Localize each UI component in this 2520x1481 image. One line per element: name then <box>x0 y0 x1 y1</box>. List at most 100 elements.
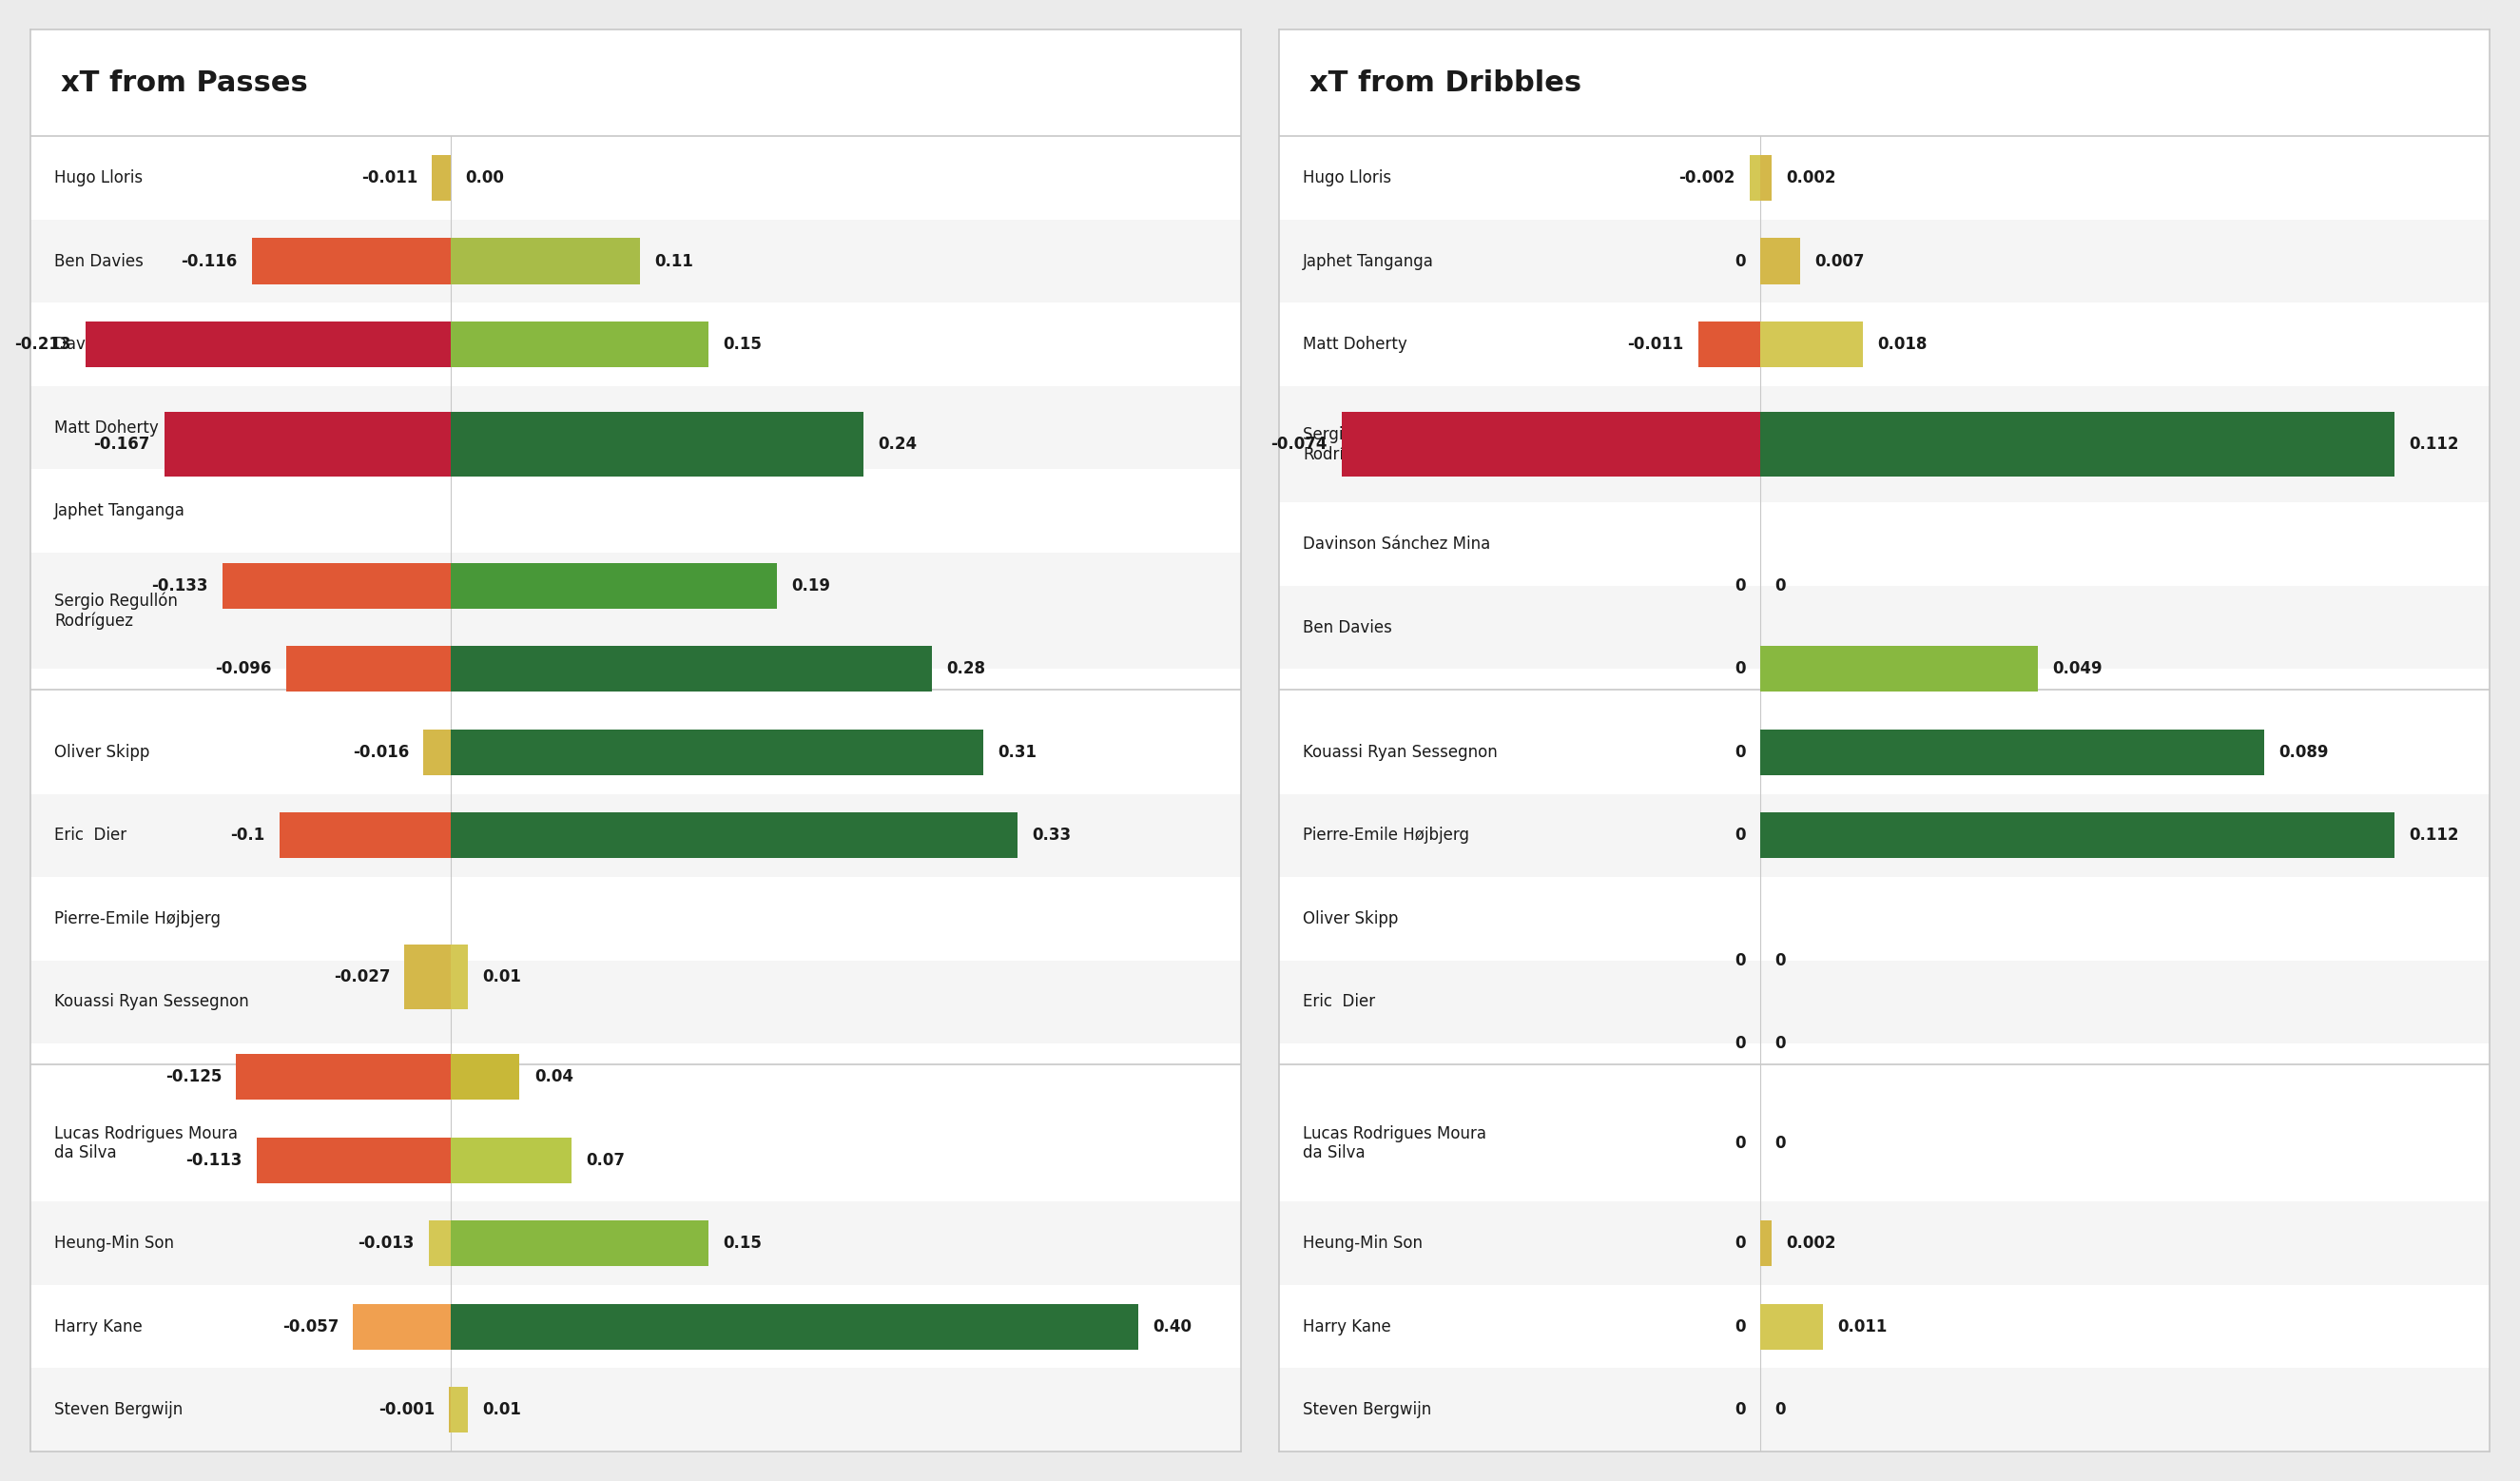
Text: 0: 0 <box>1736 952 1746 969</box>
FancyBboxPatch shape <box>1278 1201 2490 1286</box>
Text: -0.167: -0.167 <box>93 435 149 453</box>
FancyBboxPatch shape <box>30 711 1240 794</box>
Text: xT from Dribbles: xT from Dribbles <box>1310 70 1580 96</box>
Text: 0: 0 <box>1736 578 1746 594</box>
Text: xT from Passes: xT from Passes <box>60 70 307 96</box>
Text: 0.002: 0.002 <box>1787 1235 1837 1251</box>
Text: Lucas Rodrigues Moura
da Silva: Lucas Rodrigues Moura da Silva <box>1303 1126 1487 1163</box>
FancyBboxPatch shape <box>1278 387 2490 502</box>
Text: 0.011: 0.011 <box>1837 1318 1887 1334</box>
Text: Eric  Dier: Eric Dier <box>55 826 126 844</box>
FancyBboxPatch shape <box>1761 813 2394 859</box>
Text: Hugo Lloris: Hugo Lloris <box>55 169 144 187</box>
Text: 0.11: 0.11 <box>655 253 693 270</box>
FancyBboxPatch shape <box>30 219 1240 302</box>
FancyBboxPatch shape <box>257 1137 451 1183</box>
Text: Lucas Rodrigues Moura
da Silva: Lucas Rodrigues Moura da Silva <box>55 1126 237 1163</box>
Text: 0: 0 <box>1774 578 1787 594</box>
Text: 0.049: 0.049 <box>2054 661 2102 677</box>
Text: Steven Bergwijn: Steven Bergwijn <box>55 1401 184 1419</box>
FancyBboxPatch shape <box>222 563 451 609</box>
Text: 0: 0 <box>1736 661 1746 677</box>
Text: Oliver Skipp: Oliver Skipp <box>1303 911 1399 927</box>
Text: Heung-Min Son: Heung-Min Son <box>1303 1235 1424 1251</box>
Text: 0: 0 <box>1774 1134 1787 1152</box>
FancyBboxPatch shape <box>30 1086 1240 1201</box>
FancyBboxPatch shape <box>1761 729 2265 775</box>
FancyBboxPatch shape <box>30 960 1240 1044</box>
FancyBboxPatch shape <box>30 302 1240 387</box>
Text: Japhet Tanganga: Japhet Tanganga <box>55 502 186 520</box>
FancyBboxPatch shape <box>164 412 451 477</box>
FancyBboxPatch shape <box>1278 1086 2490 1201</box>
Text: Pierre-Emile Højbjerg: Pierre-Emile Højbjerg <box>55 911 222 927</box>
Text: 0.112: 0.112 <box>2409 435 2460 453</box>
FancyBboxPatch shape <box>1761 238 1799 284</box>
FancyBboxPatch shape <box>353 1303 451 1349</box>
FancyBboxPatch shape <box>451 1386 469 1432</box>
FancyBboxPatch shape <box>423 729 451 775</box>
Text: -0.011: -0.011 <box>360 169 418 187</box>
Text: 0.31: 0.31 <box>998 743 1036 761</box>
Text: -0.133: -0.133 <box>151 578 209 594</box>
Text: Kouassi Ryan Sessegnon: Kouassi Ryan Sessegnon <box>55 994 249 1010</box>
FancyBboxPatch shape <box>451 729 983 775</box>
FancyBboxPatch shape <box>1761 1220 1772 1266</box>
Text: 0: 0 <box>1736 1035 1746 1052</box>
FancyBboxPatch shape <box>1278 1368 2490 1451</box>
Text: 0: 0 <box>1736 1401 1746 1419</box>
FancyBboxPatch shape <box>451 412 864 477</box>
FancyBboxPatch shape <box>451 321 708 367</box>
Text: 0.07: 0.07 <box>585 1152 625 1169</box>
Text: -0.074: -0.074 <box>1270 435 1328 453</box>
FancyBboxPatch shape <box>1761 321 1862 367</box>
Text: 0.24: 0.24 <box>877 435 917 453</box>
FancyBboxPatch shape <box>1278 877 2490 960</box>
FancyBboxPatch shape <box>30 469 1240 552</box>
FancyBboxPatch shape <box>30 794 1240 877</box>
FancyBboxPatch shape <box>1278 585 2490 669</box>
Text: 0.112: 0.112 <box>2409 826 2460 844</box>
FancyBboxPatch shape <box>1278 960 2490 1044</box>
Text: -0.011: -0.011 <box>1628 336 1683 352</box>
FancyBboxPatch shape <box>280 813 451 859</box>
FancyBboxPatch shape <box>1278 711 2490 794</box>
Text: -0.116: -0.116 <box>181 253 237 270</box>
Text: -0.096: -0.096 <box>214 661 272 677</box>
FancyBboxPatch shape <box>30 552 1240 669</box>
FancyBboxPatch shape <box>1761 156 1772 201</box>
Text: 0: 0 <box>1736 253 1746 270</box>
FancyBboxPatch shape <box>451 813 1018 859</box>
Text: Pierre-Emile Højbjerg: Pierre-Emile Højbjerg <box>1303 826 1469 844</box>
Text: Matt Doherty: Matt Doherty <box>1303 336 1409 352</box>
FancyBboxPatch shape <box>451 238 640 284</box>
FancyBboxPatch shape <box>451 1303 1139 1349</box>
Text: 0: 0 <box>1736 1318 1746 1334</box>
FancyBboxPatch shape <box>1761 1303 1822 1349</box>
FancyBboxPatch shape <box>30 136 1240 219</box>
Text: 0.40: 0.40 <box>1152 1318 1192 1334</box>
FancyBboxPatch shape <box>1278 302 2490 387</box>
Text: Harry Kane: Harry Kane <box>55 1318 144 1334</box>
Text: Oliver Skipp: Oliver Skipp <box>55 743 149 761</box>
FancyBboxPatch shape <box>1278 1286 2490 1368</box>
FancyBboxPatch shape <box>1761 412 2394 477</box>
FancyBboxPatch shape <box>451 1054 519 1100</box>
Text: -0.016: -0.016 <box>353 743 408 761</box>
Text: Ben Davies: Ben Davies <box>55 253 144 270</box>
Text: Japhet Tanganga: Japhet Tanganga <box>1303 253 1434 270</box>
FancyBboxPatch shape <box>30 1368 1240 1451</box>
Text: 0.018: 0.018 <box>1877 336 1928 352</box>
Text: 0: 0 <box>1774 952 1787 969</box>
Text: Hugo Lloris: Hugo Lloris <box>1303 169 1391 187</box>
Text: -0.002: -0.002 <box>1678 169 1734 187</box>
Text: 0.15: 0.15 <box>723 336 761 352</box>
Text: -0.213: -0.213 <box>15 336 71 352</box>
Text: -0.1: -0.1 <box>229 826 265 844</box>
FancyBboxPatch shape <box>451 1137 572 1183</box>
Text: Eric  Dier: Eric Dier <box>1303 994 1376 1010</box>
Text: 0.28: 0.28 <box>948 661 985 677</box>
Text: -0.125: -0.125 <box>166 1068 222 1086</box>
FancyBboxPatch shape <box>1761 646 2039 692</box>
FancyBboxPatch shape <box>451 646 932 692</box>
